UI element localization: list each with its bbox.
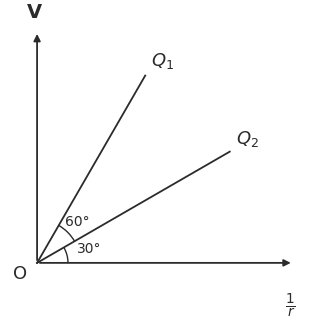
Text: V: V [27,3,41,22]
Text: $Q_2$: $Q_2$ [236,129,259,149]
Text: O: O [13,265,27,283]
Text: $Q_1$: $Q_1$ [151,51,175,71]
Text: $\frac{1}{r}$: $\frac{1}{r}$ [285,291,296,319]
Text: 30°: 30° [77,242,102,256]
Text: 60°: 60° [65,215,90,230]
